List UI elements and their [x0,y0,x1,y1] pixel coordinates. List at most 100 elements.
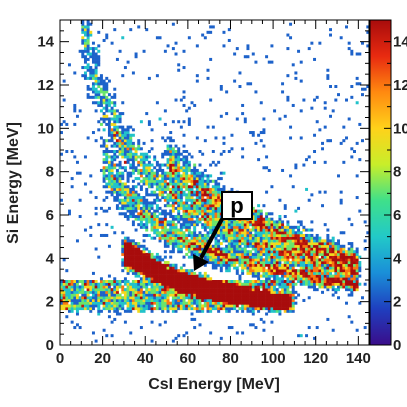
heatmap-cell [171,307,175,311]
heatmap-cell [339,280,343,284]
heatmap-cell [249,258,253,262]
heatmap-cell [89,87,93,91]
heatmap-cell [238,263,242,267]
heatmap-cell [158,271,162,275]
heatmap-cell [105,282,109,286]
heatmap-cell [302,269,306,273]
heatmap-cell [139,206,143,210]
heatmap-cell [283,231,287,235]
heatmap-cell [259,131,263,135]
heatmap-cell [174,160,178,164]
heatmap-cell [209,179,213,183]
heatmap-cell [166,198,170,202]
heatmap-cell [166,280,170,284]
heatmap-cell [299,231,303,235]
heatmap-cell [321,282,325,286]
heatmap-cell [254,244,258,248]
heatmap-cell [145,112,149,116]
heatmap-cell [193,103,197,107]
heatmap-cell [230,247,234,251]
heatmap-cell [211,209,215,213]
heatmap-cell [182,293,186,297]
heatmap-cell [139,280,143,284]
heatmap-cell [102,87,106,91]
heatmap-cell [305,266,309,270]
heatmap-cell [107,301,111,305]
heatmap-cell [321,263,325,267]
heatmap-cell [182,255,186,259]
heatmap-cell [187,106,191,110]
heatmap-cell [193,282,197,286]
heatmap-cell [313,252,317,256]
heatmap-cell [102,177,106,181]
heatmap-cell [86,41,90,45]
heatmap-cell [121,136,125,140]
heatmap-cell [329,242,332,246]
heatmap-cell [193,177,197,181]
heatmap-cell [283,215,287,219]
heatmap-cell [161,223,165,227]
heatmap-cell [169,239,173,243]
heatmap-cell [169,144,173,148]
heatmap-cell [67,298,71,302]
heatmap-cell [353,285,356,289]
heatmap-cell [222,185,226,189]
heatmap-cell [209,280,213,284]
heatmap-cell [118,136,122,140]
heatmap-cell [297,206,301,210]
heatmap-cell [97,60,101,64]
heatmap-cell [209,304,213,308]
heatmap-cell [97,44,101,48]
heatmap-cell [70,185,74,189]
heatmap-cell [155,215,159,219]
heatmap-cell [203,242,207,246]
heatmap-cell [217,263,221,267]
heatmap-cell [166,212,170,216]
heatmap-cell [345,261,348,265]
heatmap-cell [198,220,202,224]
heatmap-cell [283,309,287,313]
heatmap-cell [185,252,189,256]
heatmap-cell [334,244,338,248]
heatmap-cell [94,298,98,302]
heatmap-cell [313,271,317,275]
heatmap-cell [110,293,114,297]
heatmap-cell [97,301,101,305]
heatmap-cell [257,158,261,162]
heatmap-cell [171,174,175,178]
heatmap-cell [326,242,330,246]
heatmap-cell [118,182,122,186]
y-tick-label: 8 [46,164,54,181]
heatmap-cell [350,293,354,297]
heatmap-cell [339,255,343,259]
heatmap-cell [211,220,215,224]
heatmap-cell [179,274,183,278]
heatmap-cell [241,261,245,265]
heatmap-cell [217,201,221,205]
heatmap-cell [110,128,114,132]
heatmap-cell [70,309,74,313]
heatmap-cell [126,155,130,159]
heatmap-cell [195,236,199,240]
heatmap-cell [142,280,146,284]
heatmap-cell [78,304,82,308]
heatmap-cell [115,296,119,300]
heatmap-cell [219,307,223,311]
heatmap-cell [185,217,189,221]
heatmap-cell [166,269,170,273]
heatmap-cell [310,285,314,289]
heatmap-cell [163,320,167,324]
heatmap-cell [187,196,191,200]
heatmap-cell [158,274,162,278]
heatmap-cell [163,255,167,259]
heatmap-cell [155,187,159,191]
heatmap-cell [294,255,298,259]
heatmap-cell [345,263,348,267]
heatmap-cell [225,236,229,240]
heatmap-cell [241,252,245,256]
heatmap-cell [163,182,167,186]
heatmap-cell [251,244,255,248]
heatmap-cell [214,198,218,202]
heatmap-cell [233,293,237,297]
heatmap-cell [190,185,194,189]
